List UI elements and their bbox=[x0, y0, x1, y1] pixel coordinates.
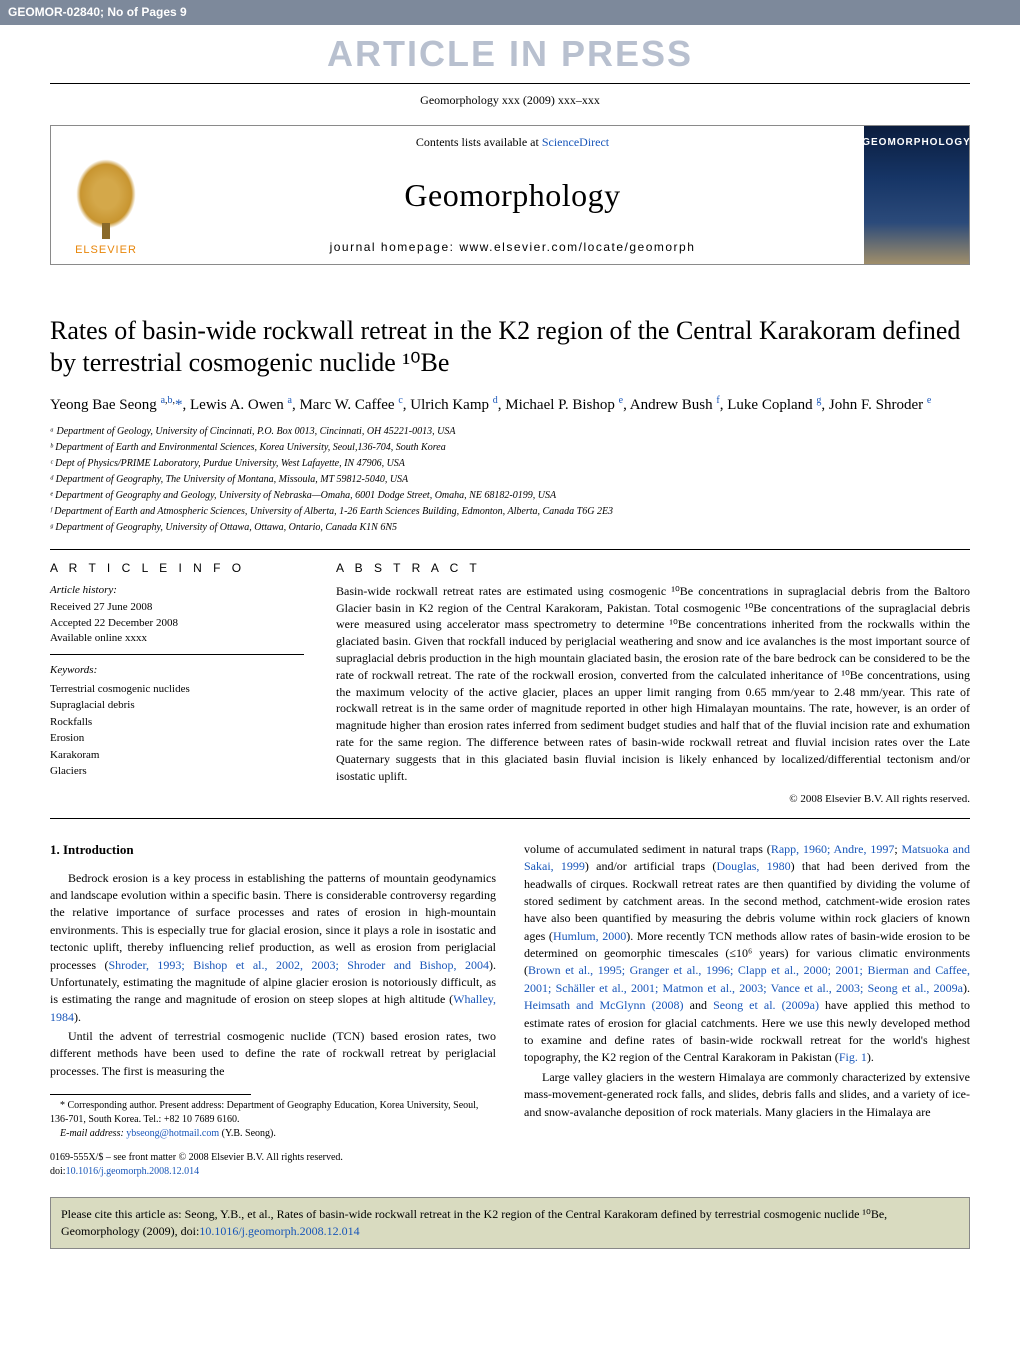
journal-header-box: ELSEVIER Contents lists available at Sci… bbox=[50, 125, 970, 265]
keyword: Terrestrial cosmogenic nuclides bbox=[50, 681, 304, 698]
publisher-logo-cell: ELSEVIER bbox=[51, 126, 161, 264]
email-link[interactable]: ybseong@hotmail.com bbox=[126, 1128, 219, 1139]
cite-text: Please cite this article as: Seong, Y.B.… bbox=[61, 1207, 887, 1238]
doi-line: doi:10.1016/j.geomorph.2008.12.014 bbox=[50, 1165, 496, 1179]
journal-homepage: journal homepage: www.elsevier.com/locat… bbox=[330, 239, 696, 256]
cite-link[interactable]: Rapp, 1960; Andre, 1997 bbox=[771, 842, 895, 856]
cite-link[interactable]: Douglas, 1980 bbox=[716, 859, 790, 873]
cite-link[interactable]: Shroder, 1993; Bishop et al., 2002, 2003… bbox=[108, 958, 489, 972]
publisher-label: ELSEVIER bbox=[75, 243, 137, 258]
body-p1: Bedrock erosion is a key process in esta… bbox=[50, 870, 496, 1027]
footnote-rule bbox=[50, 1094, 251, 1095]
keywords-head: Keywords: bbox=[50, 663, 304, 678]
affiliation: ᵃ Department of Geology, University of C… bbox=[50, 424, 970, 439]
header-center: Contents lists available at ScienceDirec… bbox=[161, 126, 864, 264]
affiliation: ᵇ Department of Earth and Environmental … bbox=[50, 440, 970, 455]
cite-link[interactable]: Brown et al., 1995; Granger et al., 1996… bbox=[524, 963, 970, 994]
journal-cover-thumb: GEOMORPHOLOGY bbox=[864, 126, 969, 264]
accepted: Accepted 22 December 2008 bbox=[50, 616, 304, 631]
article-title: Rates of basin-wide rockwall retreat in … bbox=[50, 315, 970, 380]
cite-doi-link[interactable]: 10.1016/j.geomorph.2008.12.014 bbox=[199, 1224, 359, 1238]
article-info-heading: A R T I C L E I N F O bbox=[50, 560, 304, 577]
t: ). bbox=[867, 1050, 874, 1064]
t: volume of accumulated sediment in natura… bbox=[524, 842, 771, 856]
citation-box: Please cite this article as: Seong, Y.B.… bbox=[50, 1197, 970, 1249]
keyword: Karakoram bbox=[50, 747, 304, 764]
abstract-column: A B S T R A C T Basin-wide rockwall retr… bbox=[320, 550, 970, 818]
left-column: 1. Introduction Bedrock erosion is a key… bbox=[50, 841, 496, 1180]
online: Available online xxxx bbox=[50, 631, 304, 646]
info-abstract-row: A R T I C L E I N F O Article history: R… bbox=[50, 549, 970, 819]
section-number: 1. bbox=[50, 842, 60, 857]
keyword: Rockfalls bbox=[50, 714, 304, 731]
t: and bbox=[684, 998, 714, 1012]
section-heading: 1. Introduction bbox=[50, 841, 496, 860]
keywords-list: Terrestrial cosmogenic nuclidesSupraglac… bbox=[50, 681, 304, 780]
front-matter: 0169-555X/$ – see front matter © 2008 El… bbox=[50, 1151, 496, 1165]
doi-link[interactable]: 10.1016/j.geomorph.2008.12.014 bbox=[66, 1166, 200, 1177]
section-title: Introduction bbox=[63, 842, 134, 857]
sciencedirect-link[interactable]: ScienceDirect bbox=[542, 135, 609, 149]
affiliations: ᵃ Department of Geology, University of C… bbox=[50, 424, 970, 535]
doi-label: doi: bbox=[50, 1166, 66, 1177]
history-head: Article history: bbox=[50, 583, 304, 598]
body-columns: 1. Introduction Bedrock erosion is a key… bbox=[50, 841, 970, 1180]
t: ). bbox=[963, 981, 970, 995]
in-press-banner: ARTICLE IN PRESS bbox=[0, 25, 1020, 83]
abstract-text: Basin-wide rockwall retreat rates are es… bbox=[336, 583, 970, 785]
corresponding-footnote: * Corresponding author. Present address:… bbox=[50, 1099, 496, 1127]
journal-reference: Geomorphology xxx (2009) xxx–xxx bbox=[50, 84, 970, 117]
doc-id: GEOMOR-02840; No of Pages 9 bbox=[8, 4, 187, 21]
p1a: Bedrock erosion is a key process in esta… bbox=[50, 871, 496, 972]
keyword: Supraglacial debris bbox=[50, 697, 304, 714]
email-who: (Y.B. Seong). bbox=[219, 1128, 276, 1139]
received: Received 27 June 2008 bbox=[50, 600, 304, 615]
email-footnote: E-mail address: ybseong@hotmail.com (Y.B… bbox=[50, 1127, 496, 1141]
elsevier-tree-icon bbox=[76, 159, 136, 229]
affiliation: ᶜ Dept of Physics/PRIME Laboratory, Purd… bbox=[50, 456, 970, 471]
contents-line: Contents lists available at ScienceDirec… bbox=[416, 134, 609, 151]
cover-title: GEOMORPHOLOGY bbox=[862, 136, 971, 150]
article-info-column: A R T I C L E I N F O Article history: R… bbox=[50, 550, 320, 818]
header-bar: GEOMOR-02840; No of Pages 9 bbox=[0, 0, 1020, 25]
body-p2: Until the advent of terrestrial cosmogen… bbox=[50, 1028, 496, 1080]
right-column: volume of accumulated sediment in natura… bbox=[524, 841, 970, 1180]
bottom-meta: 0169-555X/$ – see front matter © 2008 El… bbox=[50, 1151, 496, 1179]
affiliation: ᵈ Department of Geography, The Universit… bbox=[50, 472, 970, 487]
keyword: Glaciers bbox=[50, 763, 304, 780]
t: ) and/or artificial traps ( bbox=[585, 859, 717, 873]
cite-link[interactable]: Fig. 1 bbox=[839, 1050, 867, 1064]
copyright: © 2008 Elsevier B.V. All rights reserved… bbox=[336, 792, 970, 807]
abstract-heading: A B S T R A C T bbox=[336, 560, 970, 577]
affiliation: ᵍ Department of Geography, University of… bbox=[50, 520, 970, 535]
body-rp2: Large valley glaciers in the western Him… bbox=[524, 1069, 970, 1121]
history-block: Article history: Received 27 June 2008 A… bbox=[50, 583, 304, 656]
contents-prefix: Contents lists available at bbox=[416, 135, 542, 149]
affiliation: ᶠ Department of Earth and Atmospheric Sc… bbox=[50, 504, 970, 519]
body-rp1: volume of accumulated sediment in natura… bbox=[524, 841, 970, 1067]
cite-link[interactable]: Heimsath and McGlynn (2008) bbox=[524, 998, 684, 1012]
cite-link[interactable]: Seong et al. (2009a) bbox=[713, 998, 819, 1012]
authors: Yeong Bae Seong a,b,*, Lewis A. Owen a, … bbox=[50, 394, 970, 416]
cite-link[interactable]: Humlum, 2000 bbox=[553, 929, 626, 943]
journal-name: Geomorphology bbox=[404, 173, 620, 218]
keyword: Erosion bbox=[50, 730, 304, 747]
p1c: ). bbox=[74, 1010, 81, 1024]
email-label: E-mail address: bbox=[60, 1128, 126, 1139]
affiliation: ᵉ Department of Geography and Geology, U… bbox=[50, 488, 970, 503]
t: ; bbox=[894, 842, 901, 856]
